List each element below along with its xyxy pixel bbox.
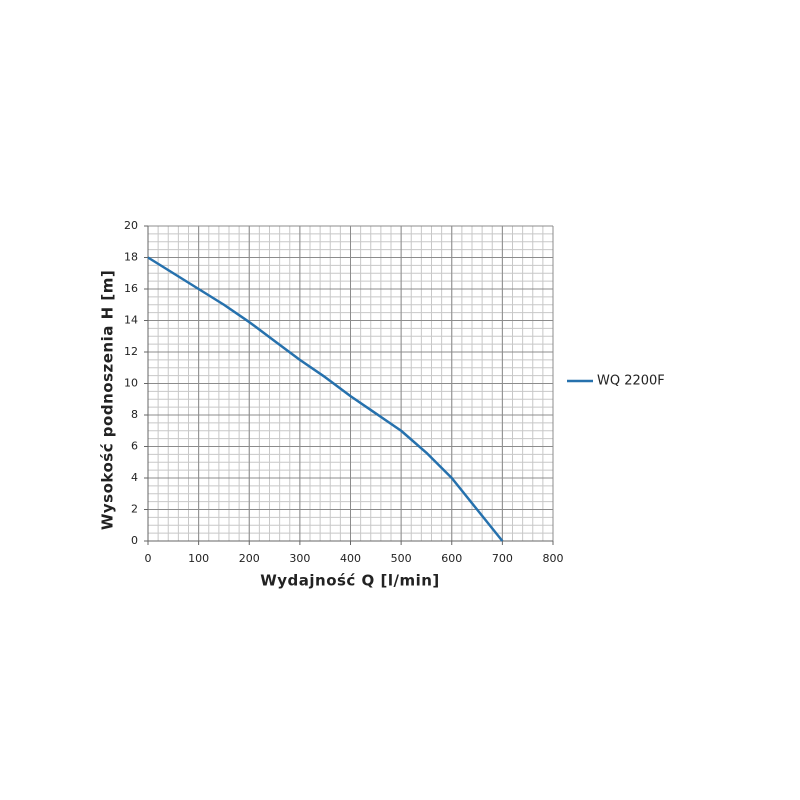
y-tick-label: 12 (124, 345, 138, 358)
y-tick-label: 2 (131, 503, 138, 516)
x-tick-label: 700 (492, 552, 513, 565)
x-tick-label: 0 (145, 552, 152, 565)
x-tick-label: 400 (340, 552, 361, 565)
y-tick-label: 20 (124, 219, 138, 232)
y-tick-label: 10 (124, 377, 138, 390)
y-tick-label: 0 (131, 534, 138, 547)
y-tick-label: 16 (124, 282, 138, 295)
x-tick-label: 100 (188, 552, 209, 565)
x-tick-label: 600 (441, 552, 462, 565)
x-tick-label: 300 (289, 552, 310, 565)
y-tick-label: 6 (131, 440, 138, 453)
legend-label: WQ 2200F (597, 374, 665, 389)
y-tick-label: 14 (124, 314, 138, 327)
y-tick-label: 18 (124, 251, 138, 264)
y-axis-label: Wysokość podnoszenia H [m] (99, 270, 117, 530)
data-line (147, 256, 504, 542)
x-tick-label: 500 (391, 552, 412, 565)
x-axis-label: Wydajność Q [l/min] (260, 572, 440, 590)
x-tick-label: 200 (239, 552, 260, 565)
y-tick-label: 4 (131, 471, 138, 484)
x-tick-label: 800 (543, 552, 564, 565)
y-tick-label: 8 (131, 408, 138, 421)
